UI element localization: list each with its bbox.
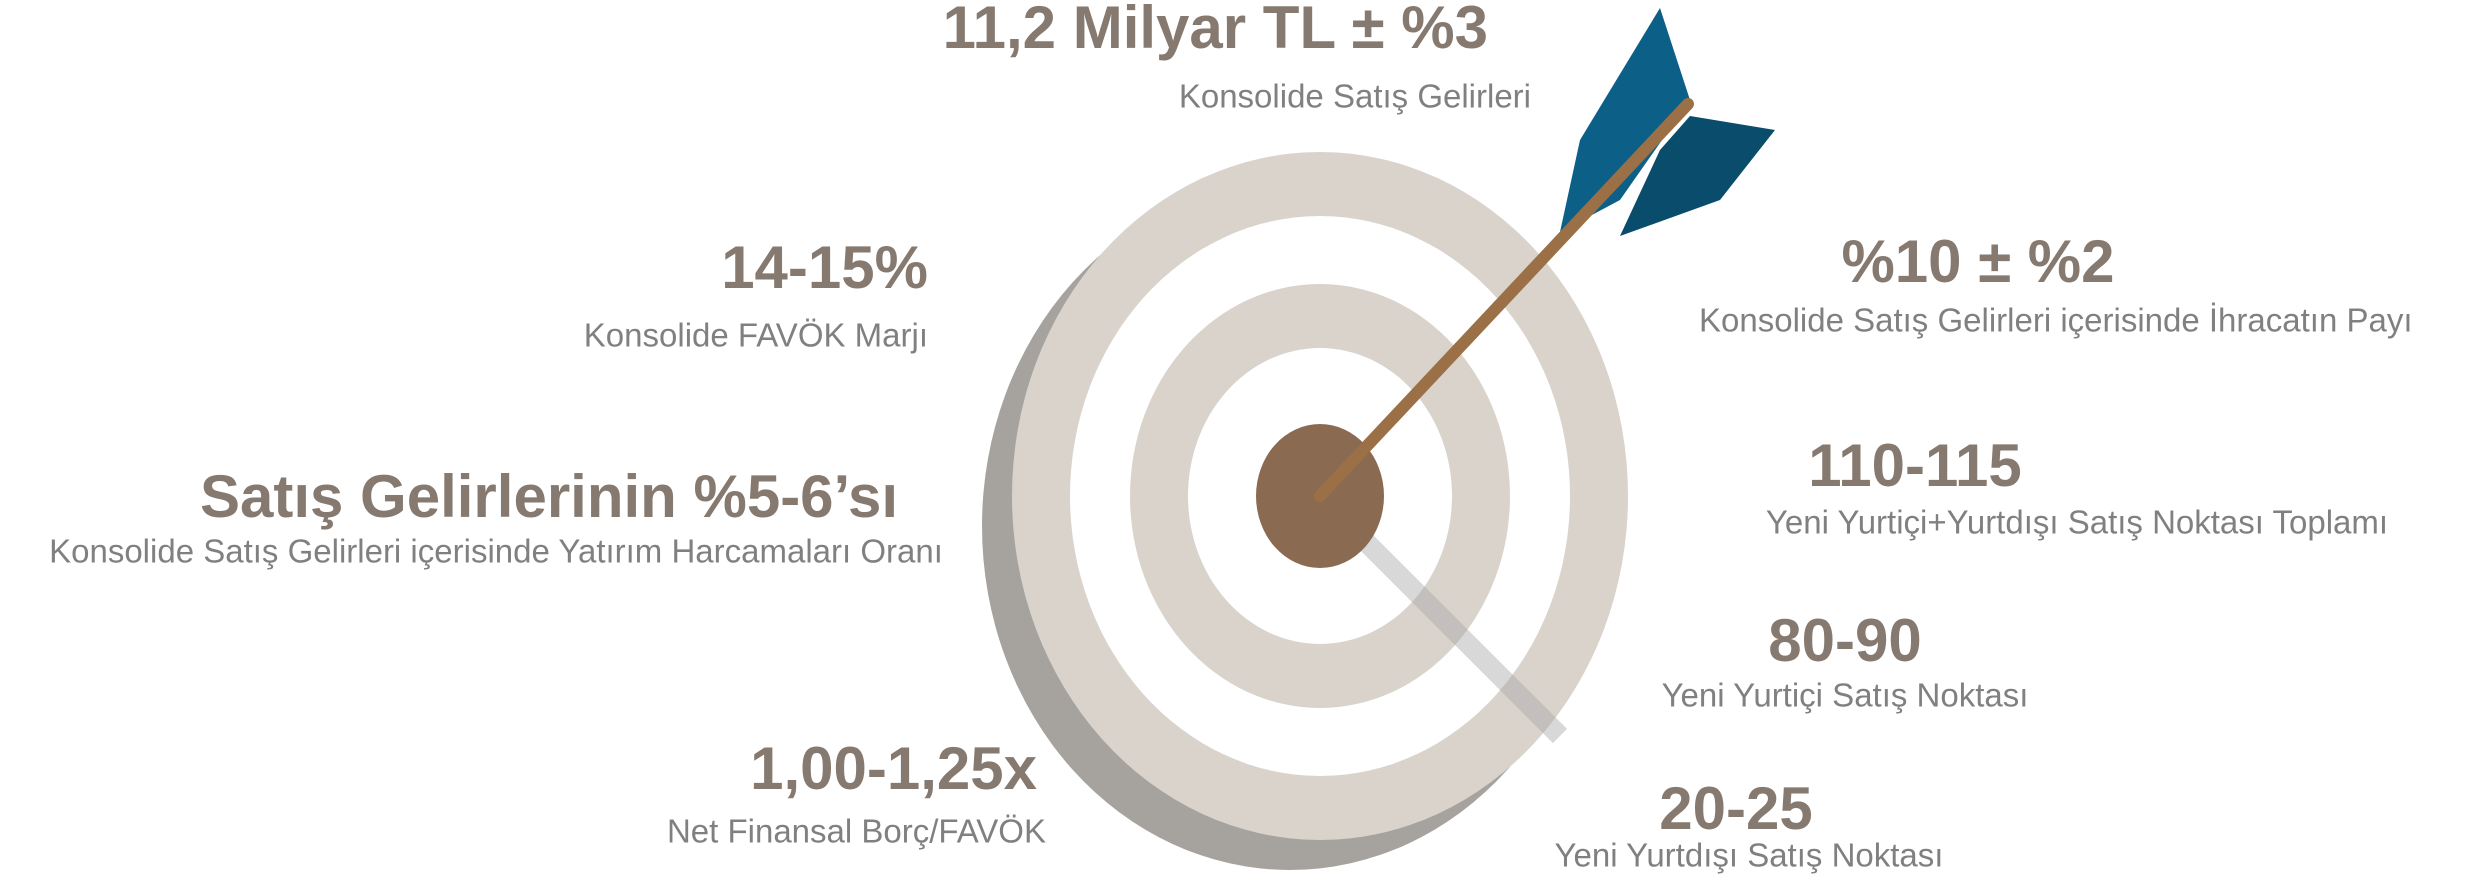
target-label: Yeni Yurtiçi+Yurtdışı Satış Noktası Topl…	[1766, 504, 2388, 541]
target-value: Satış Gelirlerinin %5-6’sı	[200, 463, 898, 530]
target-value: 14-15%	[721, 234, 928, 301]
target-value: 20-25	[1659, 775, 1812, 842]
target-label: Net Finansal Borç/FAVÖK	[667, 813, 1046, 850]
target-value: %10 ± %2	[1841, 228, 2114, 295]
target-value: 11,2 Milyar TL ± %3	[943, 0, 1488, 61]
target-label: Yeni Yurtdışı Satış Noktası	[1555, 837, 1944, 874]
target-value: 80-90	[1768, 607, 1921, 674]
target-label: Konsolide FAVÖK Marjı	[584, 317, 928, 354]
infographic: 11,2 Milyar TL ± %3 Konsolide Satış Gelir…	[0, 0, 2476, 876]
page: 11,2 Milyar TL ± %3 Konsolide Satış Gelir…	[0, 0, 2476, 876]
target-label: Yeni Yurtiçi Satış Noktası	[1662, 677, 2029, 714]
target-label: Konsolide Satış Gelirleri	[1179, 78, 1531, 115]
target-label: Konsolide Satış Gelirleri içerisinde Yat…	[49, 533, 943, 570]
target	[982, 152, 1628, 870]
target-value: 110-115	[1808, 432, 2022, 499]
target-value: 1,00-1,25x	[750, 735, 1037, 802]
target-label: Konsolide Satış Gelirleri içerisinde İhr…	[1699, 302, 2413, 339]
